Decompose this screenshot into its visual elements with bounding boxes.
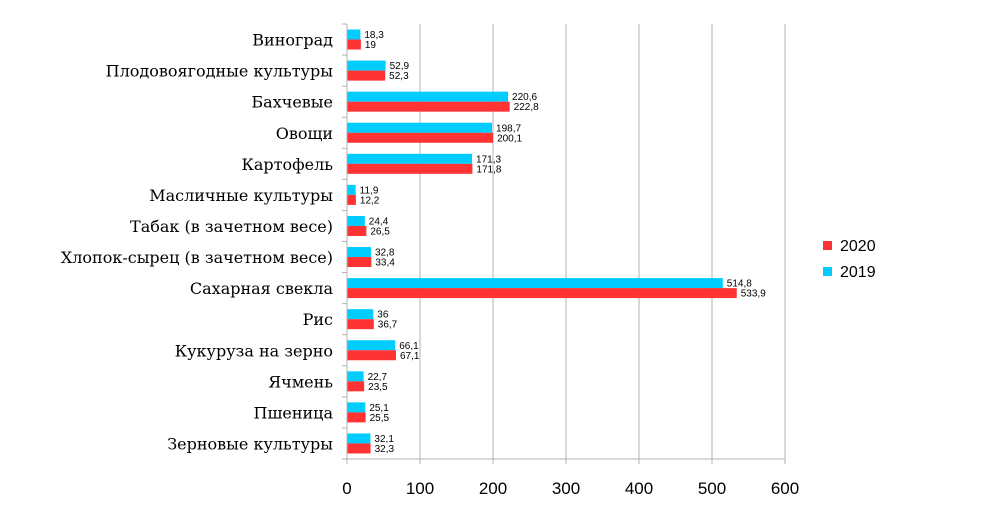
- data-label-2020: 67,1: [400, 351, 420, 362]
- bar-2020: [347, 194, 356, 205]
- bar-2019: [347, 402, 366, 413]
- category-label: Картофель: [241, 155, 333, 174]
- category-labels: Виноград Плодовоягодные культуры Бахчевые О…: [61, 23, 347, 460]
- bar-2019: [347, 278, 723, 289]
- data-label-2019: 24,4: [369, 216, 389, 227]
- legend-swatch-2019: [823, 267, 832, 276]
- data-label-2020: 171,8: [476, 164, 501, 175]
- bar-2020: [347, 101, 510, 112]
- data-label-2020: 12,2: [360, 195, 380, 206]
- category-label: Овощи: [276, 124, 333, 143]
- bar-2019: [347, 433, 371, 444]
- legend: 2020 2019: [823, 238, 876, 281]
- category-label: Табак (в зачетном весе): [130, 217, 333, 236]
- bar-2019: [347, 122, 493, 133]
- category-label: Плодовоягодные культуры: [106, 62, 334, 81]
- category-label: Масличные культуры: [149, 186, 333, 205]
- data-label-2020: 533,9: [741, 289, 766, 300]
- bar-2019: [347, 153, 473, 164]
- data-label-2019: 25,1: [369, 403, 389, 414]
- data-label-2019: 22,7: [368, 372, 388, 383]
- x-tick-label: 400: [625, 479, 653, 498]
- bar-2020: [347, 412, 366, 423]
- category-label: Бахчевые: [251, 93, 333, 112]
- x-axis-ticks: 0 100 200 300 400 500 600: [342, 459, 799, 498]
- data-label-2019: 52,9: [390, 61, 410, 72]
- data-label-2020: 19: [365, 40, 377, 51]
- data-label-2019: 36: [377, 310, 389, 321]
- data-label-2019: 32,8: [375, 248, 395, 259]
- category-label: Зерновые культуры: [167, 434, 333, 453]
- data-label-2019: 18,3: [364, 30, 384, 41]
- data-label-2019: 66,1: [399, 341, 419, 352]
- bar-2020: [347, 319, 374, 330]
- x-tick-label: 300: [552, 479, 580, 498]
- bar-2020: [347, 257, 372, 268]
- bar-2019: [347, 29, 361, 40]
- data-label-2020: 200,1: [497, 133, 522, 144]
- legend-label-2019: 2019: [840, 264, 876, 281]
- x-tick-label: 500: [698, 479, 726, 498]
- bar-2020: [347, 443, 371, 454]
- bars: [347, 29, 737, 454]
- data-label-2019: 11,9: [360, 185, 379, 196]
- x-tick-label: 600: [771, 479, 799, 498]
- data-label-2019: 32,1: [374, 434, 394, 445]
- bar-2019: [347, 340, 396, 351]
- data-labels: 18,31952,952,3220,6222,8198,7200,1171,31…: [360, 30, 767, 455]
- data-label-2019: 171,3: [476, 154, 501, 165]
- bar-2020: [347, 163, 473, 174]
- bar-2020: [347, 288, 737, 299]
- gridlines: [419, 24, 786, 459]
- x-tick-label: 0: [342, 479, 351, 498]
- x-tick-label: 200: [479, 479, 507, 498]
- bar-2019: [347, 371, 364, 382]
- bar-2020: [347, 225, 367, 236]
- bar-2019: [347, 91, 509, 102]
- bar-2020: [347, 350, 396, 361]
- data-label-2020: 32,3: [375, 444, 395, 455]
- legend-label-2020: 2020: [840, 238, 876, 255]
- data-label-2020: 222,8: [514, 102, 539, 113]
- data-label-2020: 26,5: [370, 226, 390, 237]
- bar-2020: [347, 39, 361, 50]
- category-label: Виноград: [252, 31, 333, 50]
- bar-2020: [347, 381, 365, 392]
- category-label: Рис: [303, 310, 333, 329]
- data-label-2020: 52,3: [389, 71, 409, 82]
- data-label-2019: 220,6: [512, 92, 537, 103]
- data-label-2020: 23,5: [368, 382, 388, 393]
- bar-2020: [347, 132, 494, 143]
- legend-swatch-2020: [823, 241, 832, 250]
- bar-2019: [347, 309, 374, 320]
- bar-2019: [347, 215, 365, 226]
- data-label-2019: 198,7: [496, 123, 521, 134]
- category-label: Ячмень: [268, 372, 333, 391]
- x-tick-label: 100: [406, 479, 434, 498]
- bar-2019: [347, 184, 356, 195]
- data-label-2020: 25,5: [370, 413, 390, 424]
- category-label: Кукуруза на зерно: [175, 341, 333, 360]
- category-label: Пшеница: [254, 403, 334, 422]
- data-label-2020: 33,4: [375, 258, 395, 269]
- data-label-2019: 514,8: [727, 279, 752, 290]
- bar-2019: [347, 60, 386, 71]
- category-label: Хлопок-сырец (в зачетном весе): [61, 248, 333, 267]
- bar-2019: [347, 247, 371, 258]
- bar-2020: [347, 70, 386, 81]
- category-label: Сахарная свекла: [190, 279, 334, 298]
- data-label-2020: 36,7: [378, 320, 398, 331]
